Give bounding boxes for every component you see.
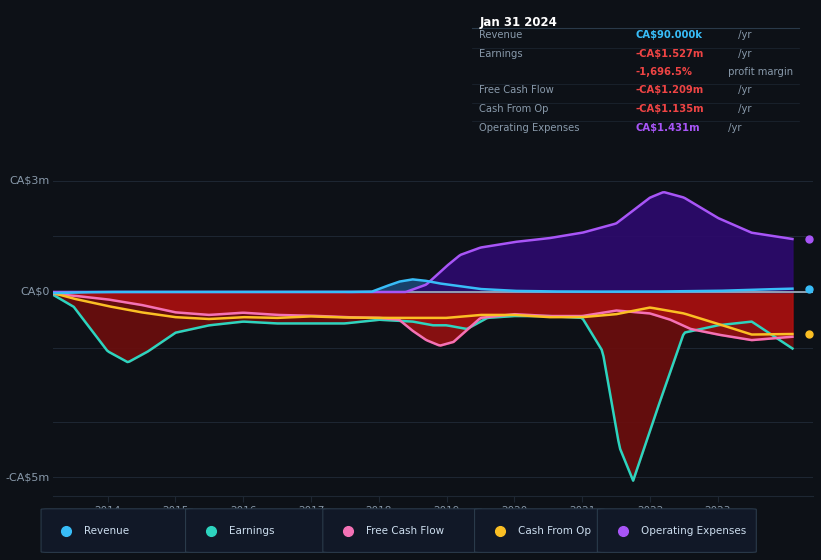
Text: Earnings: Earnings [229, 526, 274, 535]
Text: /yr: /yr [735, 49, 751, 59]
Text: /yr: /yr [735, 30, 751, 40]
Text: -CA$5m: -CA$5m [5, 472, 49, 482]
Text: Revenue: Revenue [85, 526, 130, 535]
FancyBboxPatch shape [186, 509, 330, 552]
Text: profit margin: profit margin [725, 67, 793, 77]
Text: Revenue: Revenue [479, 30, 522, 40]
Text: CA$1.431m: CA$1.431m [635, 123, 700, 133]
Text: Operating Expenses: Operating Expenses [640, 526, 746, 535]
Text: -CA$1.527m: -CA$1.527m [635, 49, 704, 59]
FancyBboxPatch shape [41, 509, 193, 552]
Text: Jan 31 2024: Jan 31 2024 [479, 16, 557, 29]
Text: /yr: /yr [735, 104, 751, 114]
Text: -1,696.5%: -1,696.5% [635, 67, 693, 77]
Text: Cash From Op: Cash From Op [479, 104, 548, 114]
Text: -CA$1.209m: -CA$1.209m [635, 85, 704, 95]
Text: /yr: /yr [735, 85, 751, 95]
Text: /yr: /yr [725, 123, 741, 133]
FancyBboxPatch shape [598, 509, 756, 552]
Text: CA$0: CA$0 [21, 287, 49, 297]
FancyBboxPatch shape [475, 509, 604, 552]
Text: Earnings: Earnings [479, 49, 523, 59]
Text: Free Cash Flow: Free Cash Flow [479, 85, 554, 95]
Text: Cash From Op: Cash From Op [518, 526, 591, 535]
Text: Operating Expenses: Operating Expenses [479, 123, 580, 133]
Text: CA$3m: CA$3m [9, 176, 49, 186]
Text: CA$90.000k: CA$90.000k [635, 30, 703, 40]
Text: -CA$1.135m: -CA$1.135m [635, 104, 704, 114]
FancyBboxPatch shape [323, 509, 482, 552]
Text: Free Cash Flow: Free Cash Flow [366, 526, 444, 535]
